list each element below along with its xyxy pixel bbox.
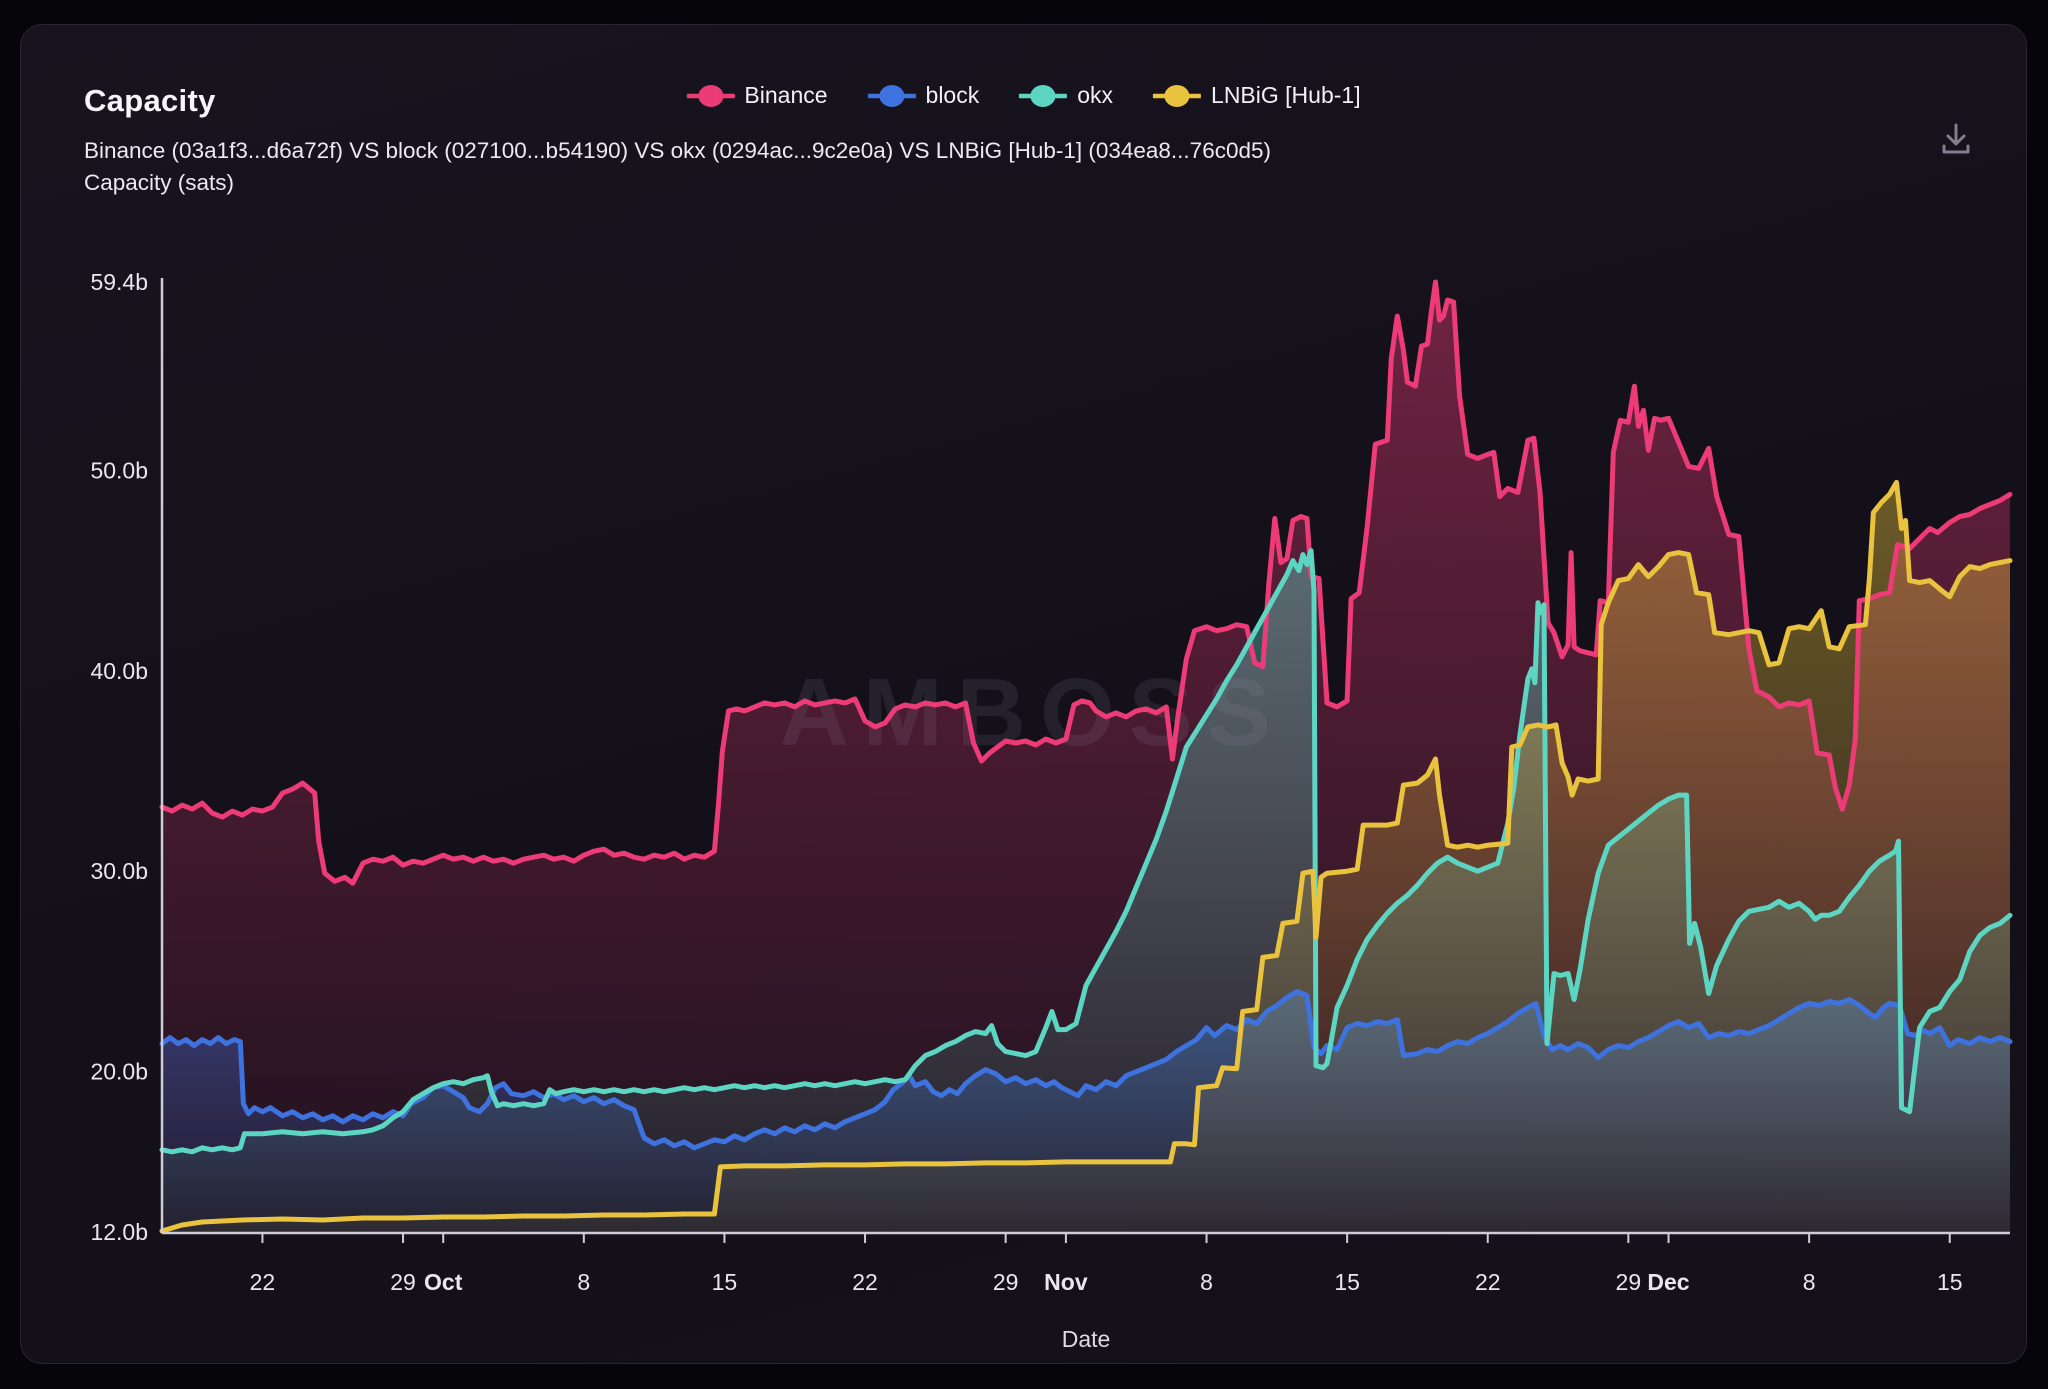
x-tick-label: Oct xyxy=(424,1269,463,1295)
x-tick-label: 22 xyxy=(1475,1269,1501,1295)
legend-label: LNBiG [Hub-1] xyxy=(1211,82,1361,108)
legend-label: Binance xyxy=(744,82,828,108)
y-tick-label: 59.4b xyxy=(90,269,148,295)
chart-subtitle: Binance (03a1f3...d6a72f) VS block (0271… xyxy=(84,135,1684,199)
x-tick-label: Dec xyxy=(1647,1269,1689,1295)
x-tick-label: 15 xyxy=(1334,1269,1360,1295)
series-lines xyxy=(159,279,2013,1234)
y-tick-label: 20.0b xyxy=(90,1059,148,1085)
line-block xyxy=(159,989,2013,1151)
page-title: Capacity xyxy=(84,83,216,118)
legend-item-binance[interactable]: Binance xyxy=(686,82,828,109)
line-binance xyxy=(159,279,2013,886)
legend-marker-icon xyxy=(686,84,735,107)
x-tick-label: 22 xyxy=(852,1269,878,1295)
x-tick-label: 8 xyxy=(1803,1269,1816,1295)
y-tick-label: 12.0b xyxy=(90,1219,148,1245)
y-tick-label: 30.0b xyxy=(90,858,148,884)
legend-marker-icon xyxy=(867,84,916,107)
x-tick-label: Nov xyxy=(1044,1269,1088,1295)
x-tick-label: 15 xyxy=(712,1269,738,1295)
legend-label: block xyxy=(925,82,980,108)
x-tick-label: 15 xyxy=(1937,1269,1963,1295)
x-tick-label: 22 xyxy=(250,1269,276,1295)
subtitle-line-2: Capacity (sats) xyxy=(84,170,235,195)
legend-item-lnbig-hub-1[interactable]: LNBiG [Hub-1] xyxy=(1153,82,1361,109)
line-okx xyxy=(159,548,2013,1155)
x-tick-label: 29 xyxy=(390,1269,416,1295)
download-icon xyxy=(1942,123,1970,154)
x-axis-title: Date xyxy=(1062,1326,1111,1352)
line-lnbig-hub-1 xyxy=(159,479,2013,1234)
y-tick-label: 40.0b xyxy=(90,658,148,684)
legend-marker-icon xyxy=(1153,84,1202,107)
x-tick-label: 29 xyxy=(1616,1269,1642,1295)
legend-item-okx[interactable]: okx xyxy=(1019,82,1113,109)
legend-item-block[interactable]: block xyxy=(867,82,980,109)
subtitle-line-1: Binance (03a1f3...d6a72f) VS block (0271… xyxy=(84,138,1271,163)
download-button[interactable] xyxy=(1934,117,1978,161)
x-tick-label: 8 xyxy=(577,1269,590,1295)
x-tick-label: 8 xyxy=(1200,1269,1213,1295)
y-tick-label: 50.0b xyxy=(90,457,148,483)
axes: 59.4b 50.0b 40.0b 30.0b 20.0b 12.0b 22 29 Oct 8 15… xyxy=(90,269,2010,1352)
legend-label: okx xyxy=(1077,82,1114,108)
legend: Binance block okx LNBiG [Hub-1] xyxy=(686,82,1361,109)
x-tick-label: 29 xyxy=(993,1269,1019,1295)
legend-marker-icon xyxy=(1019,84,1068,107)
